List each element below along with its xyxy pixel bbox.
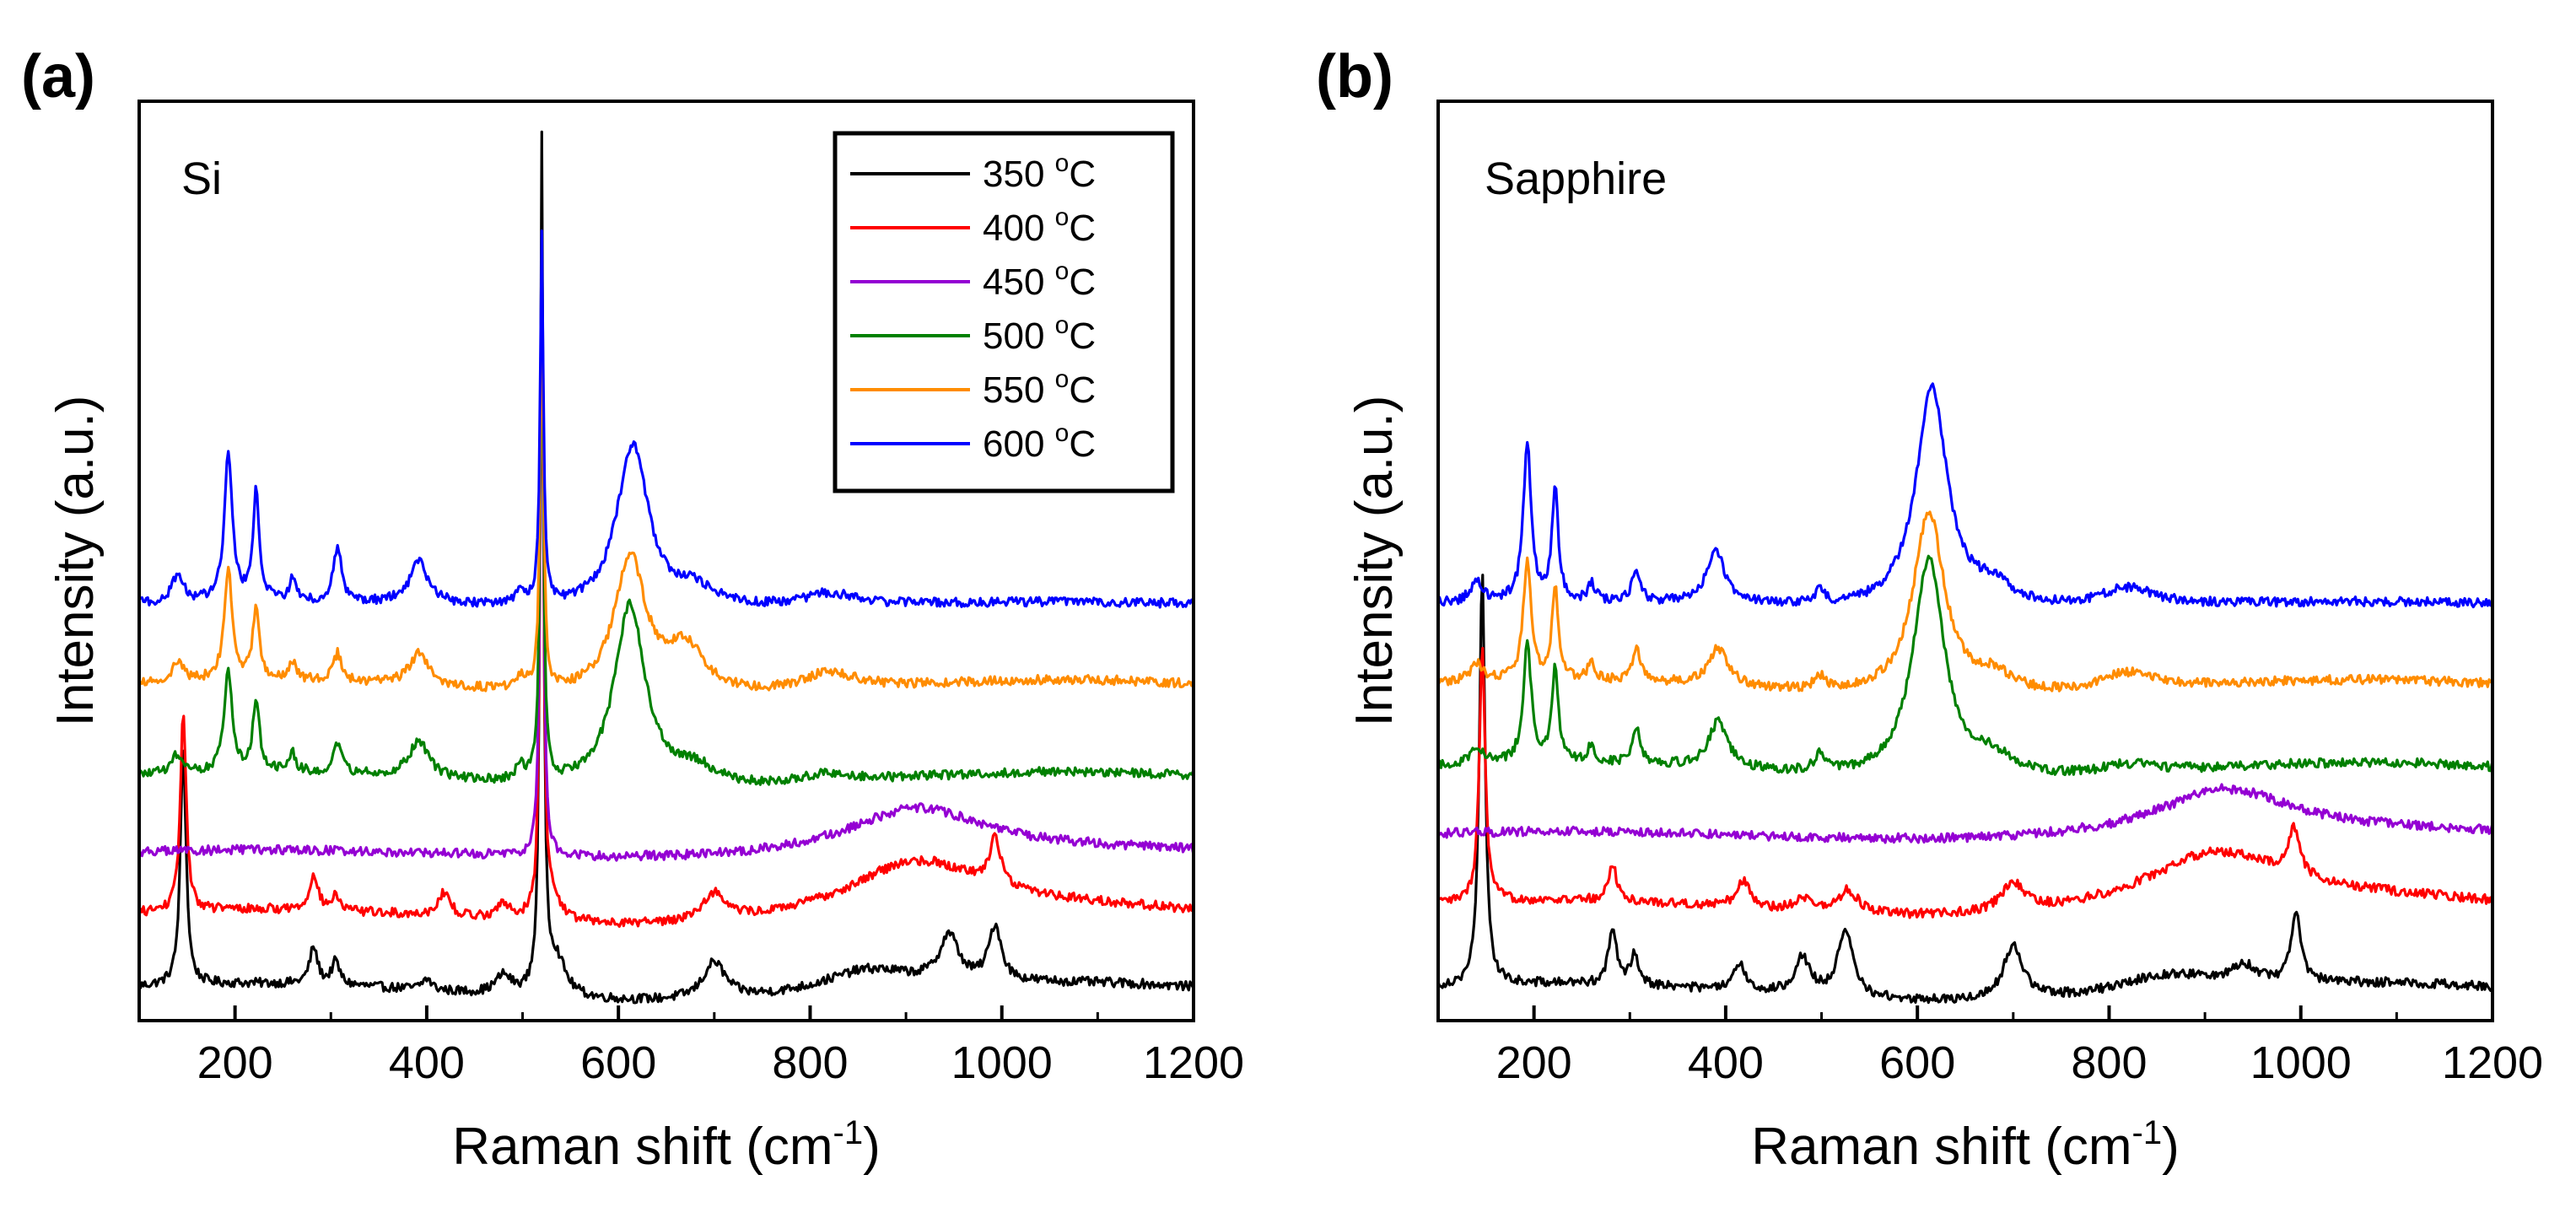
- x-tick-label: 200: [197, 1037, 273, 1088]
- legend-entry-label: 600 oC: [983, 419, 1096, 465]
- legend-box: [833, 131, 1175, 493]
- x-tick-label: 400: [389, 1037, 465, 1088]
- series-line-600c: [1438, 382, 2492, 609]
- legend-entry-label: 550 oC: [983, 365, 1096, 411]
- legend-entry-label: 400 oC: [983, 203, 1096, 249]
- x-tick-label: 1200: [2442, 1037, 2543, 1088]
- panel-a-x-axis-title: Raman shift (cm-1): [452, 1114, 881, 1176]
- x-tick-label: 600: [580, 1037, 656, 1088]
- x-tick-label: 1200: [1143, 1037, 1244, 1088]
- panel-b-series: [1438, 382, 2492, 1005]
- x-tick-label: 800: [772, 1037, 848, 1088]
- series-line-500c: [139, 274, 1194, 786]
- legend-entry-label: 350 oC: [983, 149, 1096, 195]
- x-tick-label: 1000: [951, 1037, 1053, 1088]
- panel-b-y-axis-title: Intensity (a.u.): [1345, 396, 1404, 727]
- panel-a-y-axis-title: Intensity (a.u.): [46, 396, 105, 727]
- panel-b: (b) Sapphire 200 400 600 800 1000 1200 Raman …: [1316, 43, 2543, 1176]
- panel-b-substrate-label: Sapphire: [1485, 154, 1667, 204]
- series-line-350c: [1438, 574, 2492, 1005]
- legend-entry-label: 500 oC: [983, 311, 1096, 357]
- x-tick-label: 400: [1688, 1037, 1764, 1088]
- series-line-400c: [1438, 646, 2492, 919]
- series-line-550c: [139, 272, 1194, 693]
- x-tick-label: 800: [2071, 1037, 2147, 1088]
- panel-b-plot-frame: [1436, 100, 2494, 1022]
- panel-a-substrate-label: Si: [181, 154, 222, 204]
- series-line-550c: [1438, 510, 2492, 693]
- x-tick-label: 600: [1879, 1037, 1955, 1088]
- panel-a: (a) Si 200 400 600 800 1000 1200 Raman shift …: [21, 43, 1244, 1176]
- panel-b-label: (b): [1316, 43, 1393, 110]
- series-line-400c: [139, 245, 1194, 928]
- series-line-450c: [139, 255, 1194, 862]
- panel-a-plot-frame: [137, 100, 1195, 1022]
- panel-a-x-ticks: 200 400 600 800 1000 1200: [137, 1005, 1244, 1088]
- legend-entry-label: 450 oC: [983, 257, 1096, 303]
- panel-a-series: [139, 130, 1194, 1005]
- series-line-350c: [139, 130, 1194, 1005]
- panel-b-x-axis-title: Raman shift (cm-1): [1751, 1114, 2180, 1176]
- panel-b-x-ticks: 200 400 600 800 1000 1200: [1436, 1005, 2543, 1088]
- x-tick-label: 1000: [2250, 1037, 2352, 1088]
- panel-a-label: (a): [21, 43, 95, 110]
- series-line-600c: [139, 229, 1194, 609]
- x-tick-label: 200: [1496, 1037, 1572, 1088]
- series-line-500c: [1438, 554, 2492, 777]
- panel-a-legend: 350 oC 400 oC 450 oC 500 oC 550 oC 600 oC: [833, 131, 1175, 493]
- series-line-450c: [1438, 783, 2492, 844]
